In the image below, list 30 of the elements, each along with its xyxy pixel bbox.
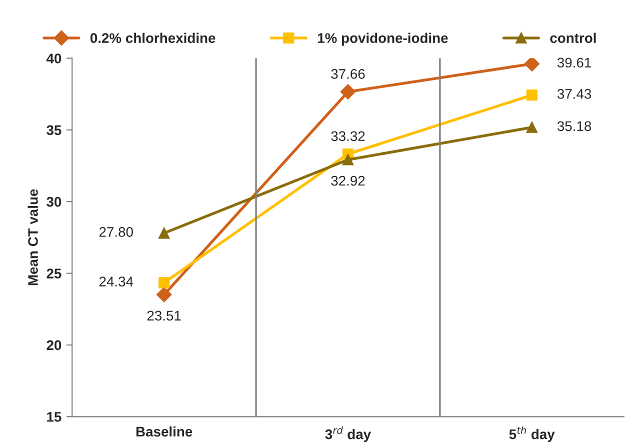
point: [524, 58, 540, 72]
data-label: 39.61: [557, 58, 591, 68]
data-label: 24.34: [99, 276, 134, 286]
x-tick-label: 3$^{rd}$ day: [325, 426, 371, 442]
y-tick-label: 25: [46, 268, 62, 278]
data-label: 32.92: [331, 176, 365, 186]
data-label: 33.32: [331, 131, 365, 142]
legend-label: control: [550, 32, 596, 43]
data-label: 35.18: [557, 121, 592, 132]
data-label: 37.43: [557, 88, 592, 99]
legend-label: 1% povidone-iodine: [318, 32, 448, 46]
point: [156, 287, 172, 302]
y-tick-label: 15: [47, 412, 62, 422]
y-tick-label: 40: [46, 54, 62, 64]
legend-label: 0.2% chlorhexidine: [90, 32, 216, 43]
point: [526, 90, 538, 101]
data-label: 27.80: [99, 227, 133, 237]
point: [340, 84, 356, 100]
x-tick-label: 5$^{th}$ day: [509, 426, 555, 442]
point: [526, 122, 538, 133]
data-label: 23.51: [147, 310, 181, 321]
y-tick-label: 35: [46, 125, 62, 136]
y-tick-label: 20: [46, 340, 62, 350]
y-axis-title: Mean CT value: [28, 189, 38, 286]
x-tick-label: Baseline: [136, 426, 192, 437]
point: [158, 228, 170, 239]
point: [158, 277, 170, 288]
y-tick-label: 30: [46, 196, 62, 207]
point: [342, 154, 354, 166]
data-label: 37.66: [331, 69, 365, 79]
